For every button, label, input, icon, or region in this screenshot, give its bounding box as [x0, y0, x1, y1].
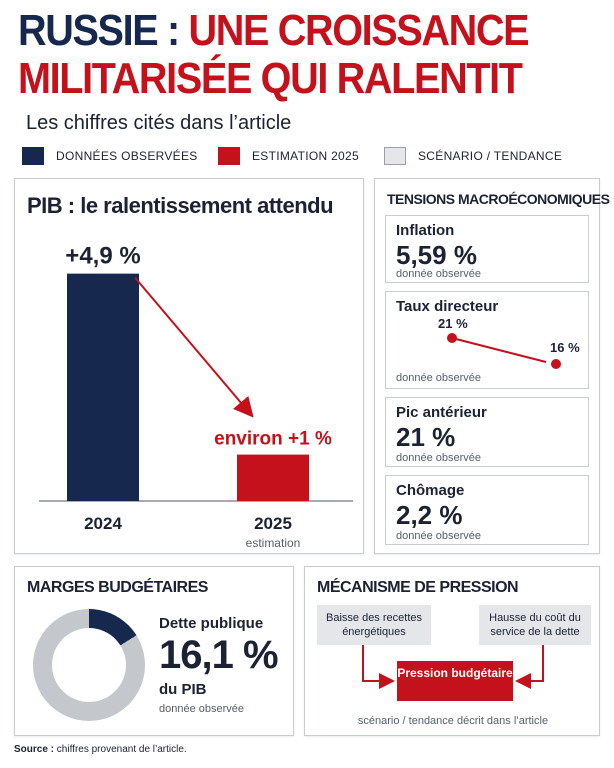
tensions-title: TENSIONS MACROÉCONOMIQUES	[387, 191, 610, 207]
pression-budgetaire-box: Pression budgétaire	[397, 661, 513, 701]
pib-value-label-2025: environ +1 %	[214, 429, 332, 450]
inflation-card: Inflation 5,59 % donnée observée	[385, 215, 589, 283]
tensions-panel: TENSIONS MACROÉCONOMIQUES Inflation 5,59…	[374, 178, 610, 554]
dette-note: donnée observée	[159, 703, 245, 715]
legend: DONNÉES OBSERVÉES ESTIMATION 2025 SCÉNAR…	[0, 145, 614, 167]
pib-title: PIB : le ralentissement attendu	[27, 193, 334, 218]
legend-label-observed: DONNÉES OBSERVÉES	[56, 149, 198, 163]
taux-to-value: 16 %	[550, 340, 580, 355]
taux-trend-line	[447, 333, 561, 369]
pib-bar-2024	[67, 273, 139, 501]
pib-bar-2025	[237, 454, 309, 501]
chomage-label: Chômage	[396, 482, 465, 499]
marges-title: MARGES BUDGÉTAIRES	[27, 579, 208, 596]
inflation-label: Inflation	[396, 222, 455, 239]
title-line-2: MILITARISÉE QUI RALENTIT	[18, 54, 523, 103]
mecanisme-note: scénario / tendance décrit dans l’articl…	[357, 715, 549, 727]
legend-item-observed: DONNÉES OBSERVÉES	[22, 147, 198, 165]
taux-label: Taux directeur	[396, 298, 499, 315]
chomage-card: Chômage 2,2 % donnée observée	[385, 475, 589, 545]
taux-card: Taux directeur 21 % 16 % donnée observée	[385, 291, 589, 389]
pic-card: Pic antérieur 21 % donnée observée	[385, 397, 589, 467]
inflation-value: 5,59 %	[396, 240, 477, 270]
pib-bar-chart: +4,9 % 2024 environ +1 % 2025 estimation	[39, 243, 353, 550]
taux-note: donnée observée	[396, 372, 482, 384]
dette-unit: du PIB	[159, 681, 207, 698]
subtitle: Les chiffres cités dans l’article	[26, 112, 292, 134]
baisse-recettes-box: Baisse des recettes énergétiques	[317, 605, 431, 645]
legend-label-estimation: ESTIMATION 2025	[252, 149, 359, 163]
legend-label-scenario: SCÉNARIO / TENDANCE	[418, 149, 563, 163]
dette-label: Dette publique	[159, 615, 264, 632]
donut-hole	[52, 628, 126, 702]
legend-item-scenario: SCÉNARIO / TENDANCE	[384, 147, 562, 165]
pib-category-2025: 2025	[254, 514, 292, 533]
mecanisme-title: MÉCANISME DE PRESSION	[317, 579, 519, 596]
legend-swatch-grey	[384, 147, 406, 165]
legend-swatch-red	[218, 147, 240, 165]
pic-label: Pic antérieur	[396, 404, 487, 421]
chomage-note: donnée observée	[396, 530, 482, 542]
title-croissance: UNE CROISSANCE	[188, 6, 529, 55]
pib-trend-arrow	[134, 276, 254, 418]
mecanisme-panel: MÉCANISME DE PRESSION Baisse des recette…	[304, 566, 600, 736]
dette-value: 16,1 %	[159, 633, 279, 677]
source-text: chiffres provenant de l’article.	[54, 744, 187, 755]
title-russie: RUSSIE :	[18, 6, 180, 55]
pib-panel: PIB : le ralentissement attendu +4,9 % 20…	[14, 178, 364, 554]
mecanisme-arrows	[362, 645, 544, 689]
pic-value: 21 %	[396, 422, 456, 452]
title-line-1: RUSSIE : UNE CROISSANCE	[18, 6, 530, 55]
legend-item-estimation: ESTIMATION 2025	[218, 147, 359, 165]
debt-donut-chart	[33, 609, 145, 721]
source-label: Source :	[14, 744, 55, 755]
legend-swatch-navy	[22, 147, 44, 165]
taux-from-value: 21 %	[438, 316, 468, 331]
pib-category-2024: 2024	[84, 514, 122, 533]
marges-panel: MARGES BUDGÉTAIRES Dette publique 16,1 %…	[14, 566, 294, 736]
chomage-value: 2,2 %	[396, 500, 463, 530]
pic-note: donnée observée	[396, 452, 482, 464]
pib-sublabel-2025: estimation	[246, 536, 301, 550]
source-note: Source : chiffres provenant de l’article…	[14, 744, 187, 755]
hausse-cout-box: Hausse du coût du service de la dette	[479, 605, 591, 645]
pib-value-label-2024: +4,9 %	[65, 243, 140, 270]
inflation-note: donnée observée	[396, 268, 482, 280]
